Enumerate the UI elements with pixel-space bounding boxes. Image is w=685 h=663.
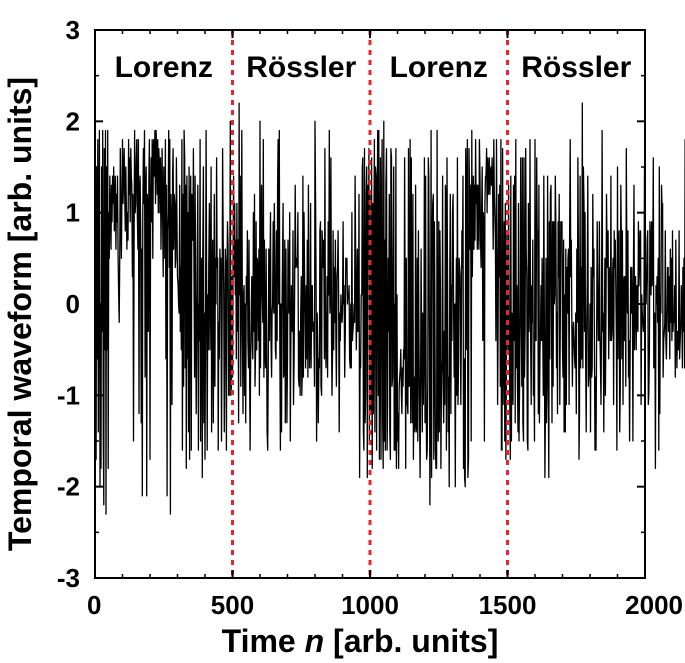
region-label: Lorenz xyxy=(115,51,213,84)
x-tick-label: 500 xyxy=(211,590,254,620)
labels-layer: Temporal waveform [arb. units] Time n [a… xyxy=(2,77,498,659)
region-label-background xyxy=(111,52,216,83)
x-tick-label: 0 xyxy=(87,590,101,620)
x-axis-title-variable: n xyxy=(305,623,325,659)
waveform-series-line xyxy=(94,102,685,515)
region-label: Rössler xyxy=(246,51,356,84)
y-tick-label: 2 xyxy=(66,106,80,136)
x-tick-label: 1500 xyxy=(479,590,537,620)
x-axis-title: Time n [arb. units] xyxy=(222,623,499,659)
region-label: Rössler xyxy=(521,51,631,84)
y-tick-label: 0 xyxy=(66,289,80,319)
x-axis-title-suffix: [arb. units] xyxy=(324,623,498,659)
region-label-background xyxy=(386,52,491,83)
region-label-background xyxy=(518,52,635,83)
y-axis-title: Temporal waveform [arb. units] xyxy=(2,77,38,551)
y-tick-label: 3 xyxy=(66,15,80,45)
y-tick-label: 1 xyxy=(66,198,80,228)
region-label: Lorenz xyxy=(390,51,488,84)
x-tick-label: 1000 xyxy=(341,590,399,620)
y-tick-label: -2 xyxy=(57,472,80,502)
y-tick-label: -3 xyxy=(57,563,80,593)
axes-layer: 0 500 1000 1500 2000 -3 -2 -1 0 1 2 3 xyxy=(57,15,683,620)
x-axis-title-prefix: Time xyxy=(222,623,305,659)
plot-layer: Lorenz Rössler Lorenz Rössler xyxy=(94,30,685,578)
y-tick-label: -1 xyxy=(57,380,80,410)
x-tick-label: 2000 xyxy=(625,590,683,620)
region-label-background xyxy=(243,52,360,83)
